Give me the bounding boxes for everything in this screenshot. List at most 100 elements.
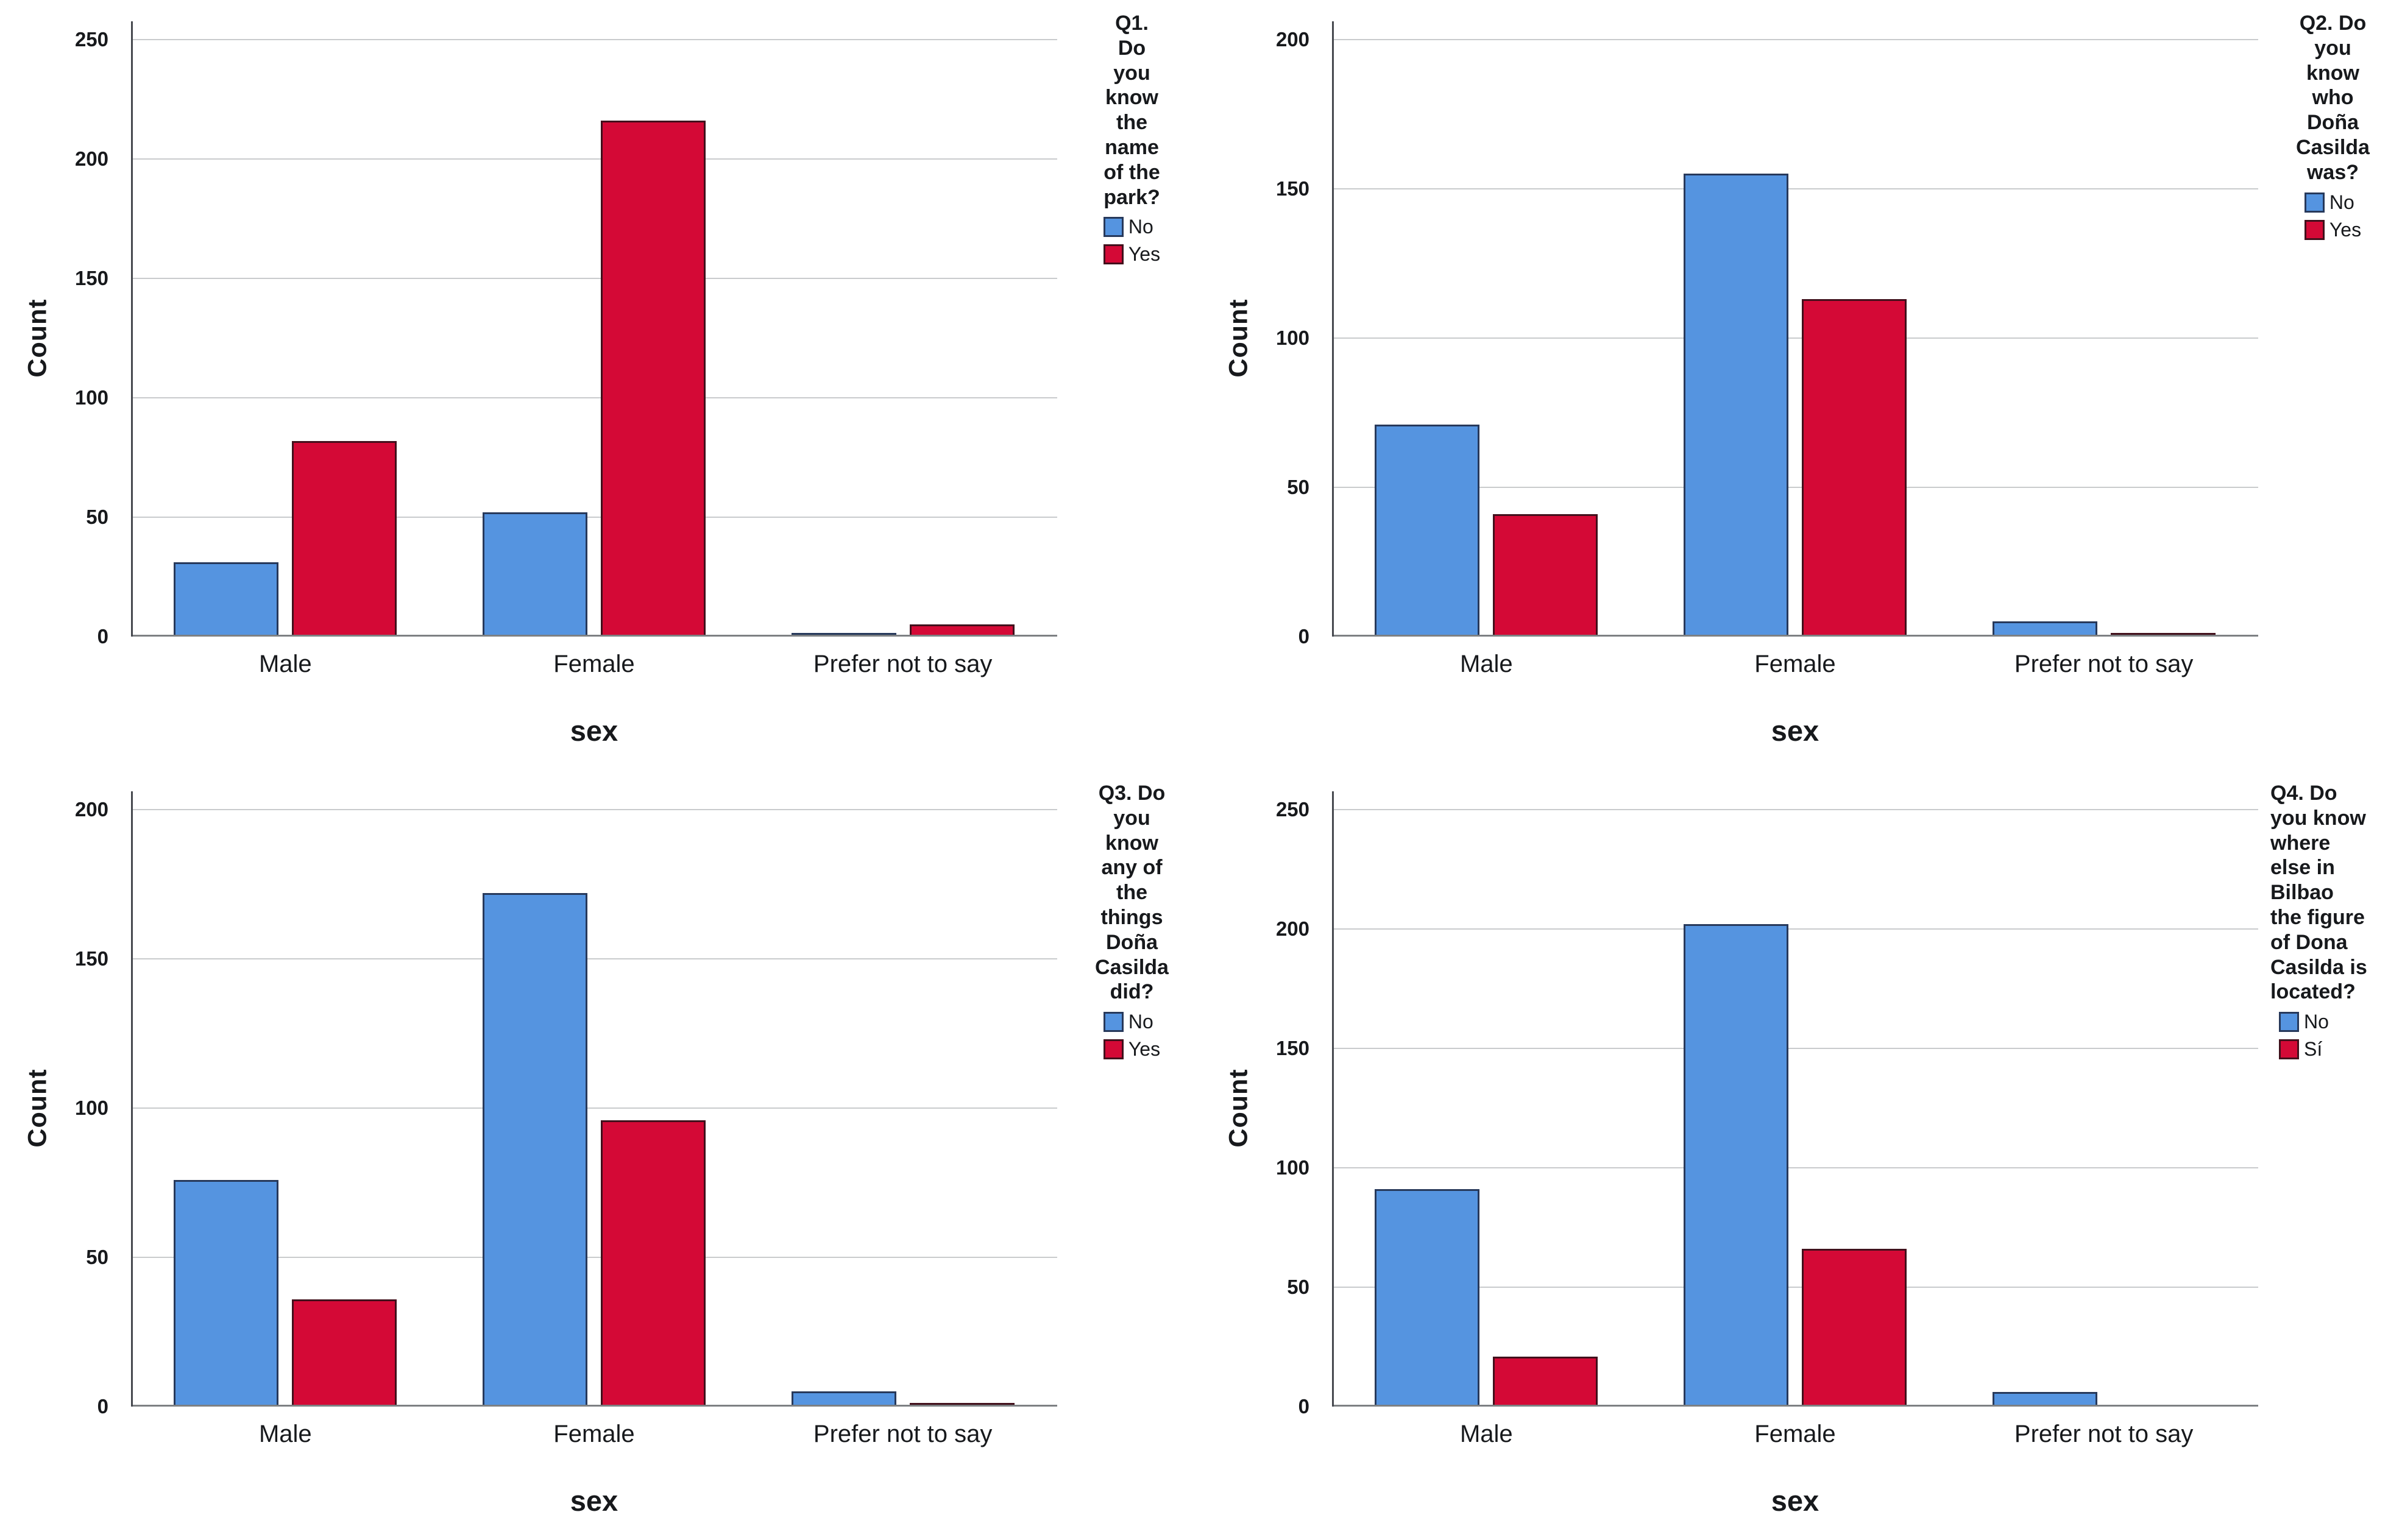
y-axis-line [1332,21,1334,637]
legend-item: Yes [2304,218,2362,241]
y-axis-line [131,791,133,1407]
x-category-label: Female [553,651,635,677]
legend-label: No [2329,191,2354,213]
bar-yes-female [601,1120,706,1407]
legend: Q2. Do you know who Doña Casilda was? No… [2270,11,2395,246]
y-tick-label: 50 [86,506,108,528]
y-axis-line [1332,791,1334,1407]
bar-no-female [483,512,587,637]
gridline [1332,928,2258,930]
y-tick-label: 200 [74,147,108,170]
bar-no-female [483,893,587,1407]
y-tick-label: 150 [1275,177,1309,200]
legend-swatch-si [2279,1039,2299,1060]
gridline [131,1107,1057,1109]
y-tick-label: 100 [74,386,108,409]
x-axis-title: sex [1771,715,1819,747]
gridline [131,809,1057,810]
x-category-label: Male [258,651,312,677]
legend-item: No [1103,1011,1160,1033]
x-category-label: Female [1754,1421,1836,1447]
plot-area [1332,791,2258,1407]
y-axis-line [131,21,133,637]
gridline [131,397,1057,398]
gridline [1332,337,2258,339]
legend: Q4. Do you know where else in Bilbao the… [2270,781,2395,1065]
legend-label: No [1128,1011,1153,1033]
y-tick-label: 0 [1298,1395,1309,1418]
bar-no-male [1375,425,1480,637]
gridline [1332,1287,2258,1288]
bar-yes-male [1493,514,1598,637]
gridline [131,39,1057,40]
plot-area [1332,21,2258,637]
legend-item: Sí [2279,1038,2329,1061]
x-category-label: Female [1754,651,1836,677]
legend-swatch-yes [1103,244,1124,265]
x-category-label: Prefer not to say [2014,651,2194,677]
gridline [1332,188,2258,189]
legend-swatch-no [1103,217,1124,238]
legend-title: Q3. Do you know any of the things Doña C… [1095,782,1169,1004]
gridline [131,517,1057,518]
plot-area [131,21,1057,637]
bar-no-male [174,562,279,637]
legend-item: No [2304,191,2361,214]
x-axis-title: sex [1771,1485,1819,1517]
legend-swatch-no [2304,192,2325,213]
bar-yes-male [292,441,397,637]
x-axis-line [131,635,1057,637]
y-tick-label: 200 [1275,28,1309,51]
gridline [131,958,1057,959]
bar-yes-female [601,121,706,637]
bar-no-male [1375,1189,1480,1407]
legend-title: Q1. Do you know the name of the park? [1104,12,1160,209]
chart-q4-where-figure-located: Count sex Q4. Do you know where else in … [1201,770,2402,1540]
y-axis-title: Count [23,298,52,378]
y-tick-label: 150 [1275,1037,1309,1059]
y-tick-label: 0 [1298,625,1309,648]
bar-yes-male [292,1299,397,1407]
x-axis-title: sex [570,1485,618,1517]
gridline [131,1257,1057,1258]
plot-area [131,791,1057,1407]
y-tick-label: 200 [74,798,108,821]
y-axis-title: Count [1224,1068,1253,1148]
x-category-label: Male [1459,1421,1513,1447]
y-tick-label: 50 [1287,476,1309,498]
x-category-label: Male [1459,651,1513,677]
x-axis-line [1332,635,2258,637]
gridline [1332,487,2258,488]
y-tick-label: 200 [1275,917,1309,940]
bar-no-male [174,1180,279,1407]
legend: Q3. Do you know any of the things Doña C… [1069,781,1194,1065]
x-category-label: Prefer not to say [813,1421,993,1447]
legend-swatch-yes [1103,1039,1124,1060]
legend-label: No [1128,216,1153,238]
legend-item: No [1103,216,1160,238]
y-tick-label: 50 [86,1246,108,1268]
y-tick-label: 150 [74,947,108,970]
gridline [131,158,1057,160]
x-category-label: Prefer not to say [813,651,993,677]
y-tick-label: 150 [74,267,108,289]
bar-no-female [1684,174,1788,637]
legend-item: No [2279,1011,2329,1033]
x-axis-line [131,1405,1057,1407]
legend-label: Yes [1128,243,1161,266]
legend-label: Yes [1128,1038,1161,1061]
legend-item: Yes [1103,1038,1161,1061]
y-tick-label: 0 [97,1395,108,1418]
y-tick-label: 100 [1275,1156,1309,1179]
legend-items: No Yes [1103,1011,1161,1065]
bar-no-prefer-not-to-say [791,1391,896,1407]
x-axis-line [1332,1405,2258,1407]
y-tick-label: 100 [1275,327,1309,349]
chart-q3-things-dona-casilda-did: Count sex Q3. Do you know any of the thi… [0,770,1201,1540]
chart-q1-park-name: Count sex Q1. Do you know the name of th… [0,0,1201,770]
bar-si-female [1802,1249,1907,1407]
legend-label: Yes [2329,218,2362,241]
bar-yes-female [1802,299,1907,637]
legend-item: Yes [1103,243,1161,266]
